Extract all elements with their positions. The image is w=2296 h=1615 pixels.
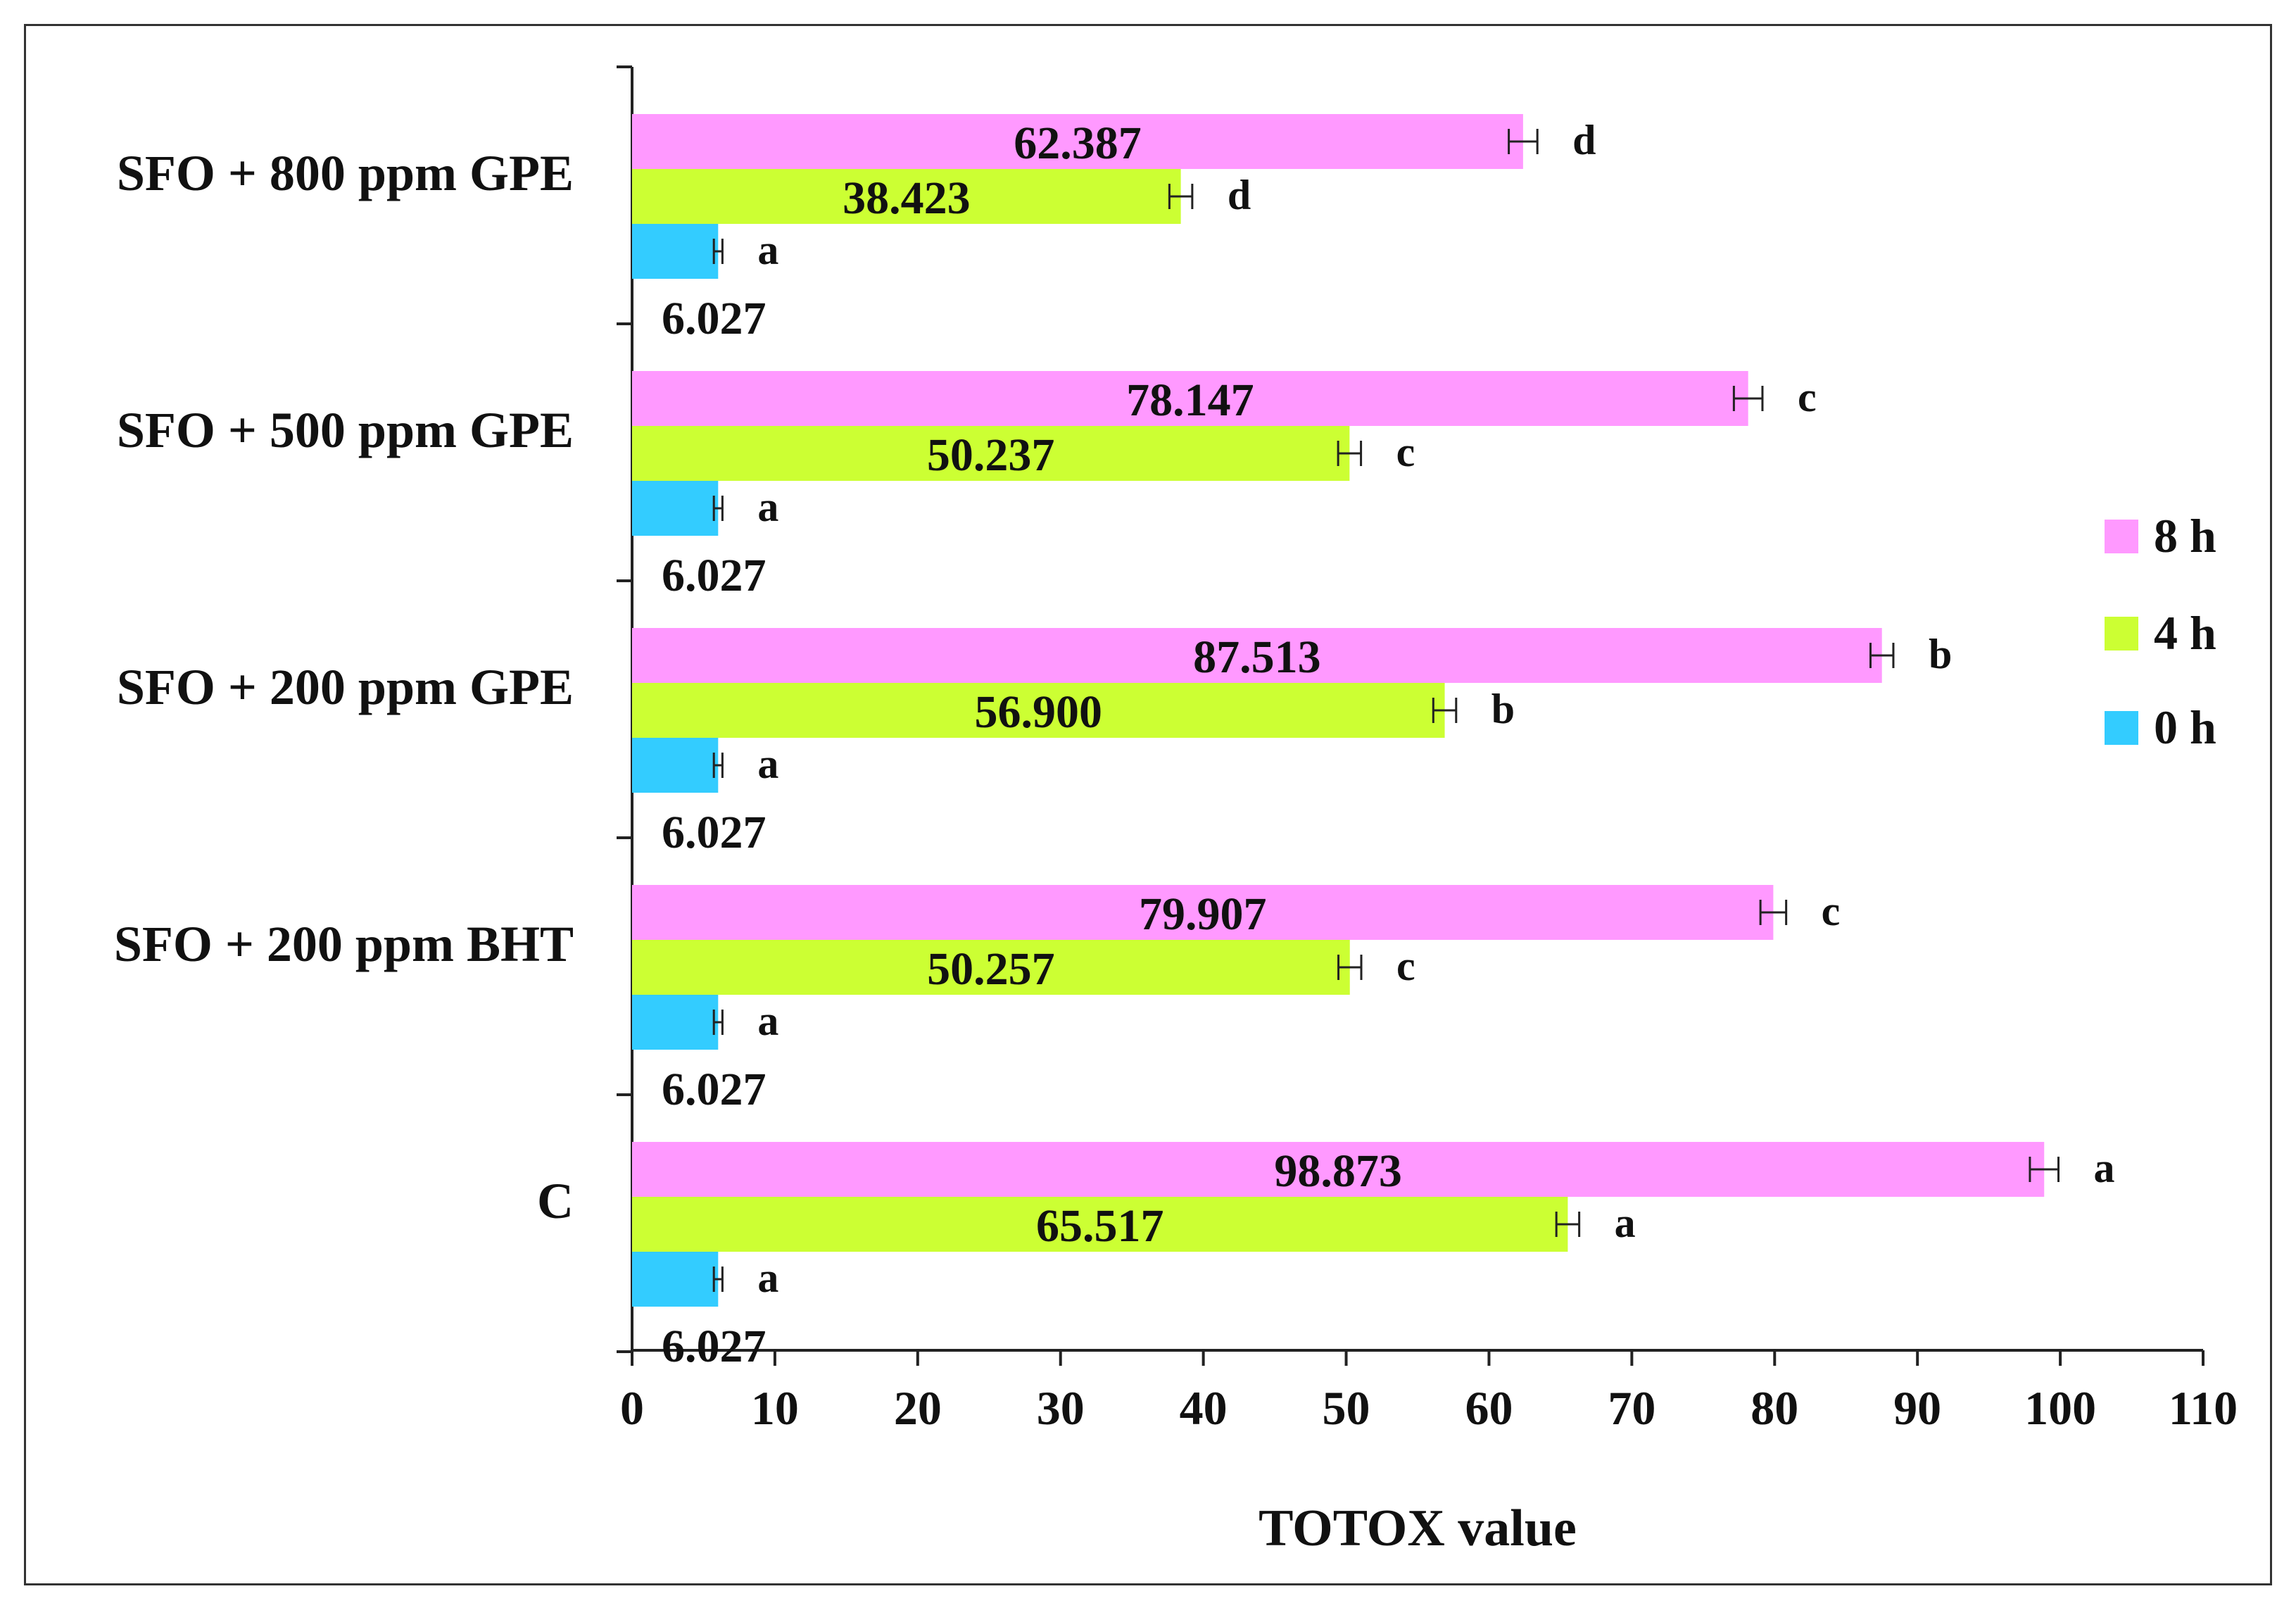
x-tick-label: 40 (1180, 1381, 1228, 1435)
bar (632, 1197, 1568, 1252)
bar (632, 1142, 2045, 1197)
legend-label: 8 h (2154, 509, 2216, 563)
bar (632, 738, 719, 793)
value-label: 87.513 (1193, 631, 1321, 683)
value-label: 50.257 (927, 943, 1055, 995)
legend-label: 0 h (2154, 700, 2216, 754)
significance-letter: a (757, 741, 778, 787)
value-label: 78.147 (1126, 375, 1254, 426)
x-axis-title: TOTOX value (1259, 1500, 1577, 1557)
significance-letter: a (2094, 1145, 2115, 1191)
bar (632, 683, 1445, 738)
x-tick-label: 100 (2024, 1381, 2096, 1435)
value-label: 65.517 (1036, 1200, 1164, 1252)
significance-letter: c (1396, 943, 1415, 989)
bar (632, 426, 1350, 481)
bar (632, 224, 719, 279)
value-label: 50.237 (927, 429, 1055, 481)
significance-letter: a (757, 227, 778, 273)
legend-swatch (2105, 520, 2138, 553)
significance-letter: a (757, 484, 778, 530)
x-tick-label: 90 (1893, 1381, 1941, 1435)
significance-letter: a (757, 998, 778, 1044)
category-label: SFO + 500 ppm GPE (117, 402, 574, 458)
significance-letter: d (1572, 117, 1596, 163)
x-tick-label: 30 (1037, 1381, 1085, 1435)
significance-letter: c (1396, 429, 1415, 475)
value-label: 6.027 (662, 807, 767, 858)
value-label: 62.387 (1014, 118, 1142, 169)
bar (632, 481, 719, 536)
bar (632, 371, 1748, 426)
value-label: 6.027 (662, 293, 767, 344)
category-label: SFO + 200 ppm BHT (114, 916, 574, 972)
significance-letter: c (1798, 374, 1817, 420)
bar (632, 169, 1181, 224)
legend-swatch (2105, 711, 2138, 745)
x-tick-label: 80 (1751, 1381, 1798, 1435)
bar (632, 940, 1350, 995)
bar (632, 114, 1523, 169)
chart-frame (24, 24, 2272, 1585)
bar (632, 885, 1774, 940)
legend-label: 4 h (2154, 606, 2216, 660)
x-tick-label: 50 (1323, 1381, 1370, 1435)
bar (632, 995, 719, 1050)
x-tick-label: 10 (751, 1381, 799, 1435)
value-label: 56.900 (975, 686, 1103, 738)
significance-letter: a (1615, 1200, 1636, 1246)
value-label: 79.907 (1139, 888, 1267, 940)
x-tick-label: 60 (1465, 1381, 1513, 1435)
value-label: 6.027 (662, 1064, 767, 1115)
significance-letter: d (1228, 172, 1251, 218)
legend-swatch (2105, 617, 2138, 651)
x-tick-label: 20 (894, 1381, 942, 1435)
significance-letter: a (757, 1255, 778, 1301)
value-label: 38.423 (843, 172, 971, 224)
category-label: SFO + 200 ppm GPE (117, 659, 574, 715)
category-label: SFO + 800 ppm GPE (117, 145, 574, 201)
significance-letter: b (1491, 686, 1515, 732)
x-tick-label: 70 (1608, 1381, 1655, 1435)
significance-letter: b (1929, 631, 1952, 677)
value-label: 6.027 (662, 1321, 767, 1372)
x-tick-label: 0 (620, 1381, 644, 1435)
significance-letter: c (1822, 888, 1841, 934)
bar (632, 1252, 719, 1307)
bar (632, 628, 1882, 683)
category-label: C (537, 1173, 574, 1229)
value-label: 6.027 (662, 550, 767, 601)
value-label: 98.873 (1274, 1145, 1402, 1197)
x-tick-label: 110 (2169, 1381, 2238, 1435)
